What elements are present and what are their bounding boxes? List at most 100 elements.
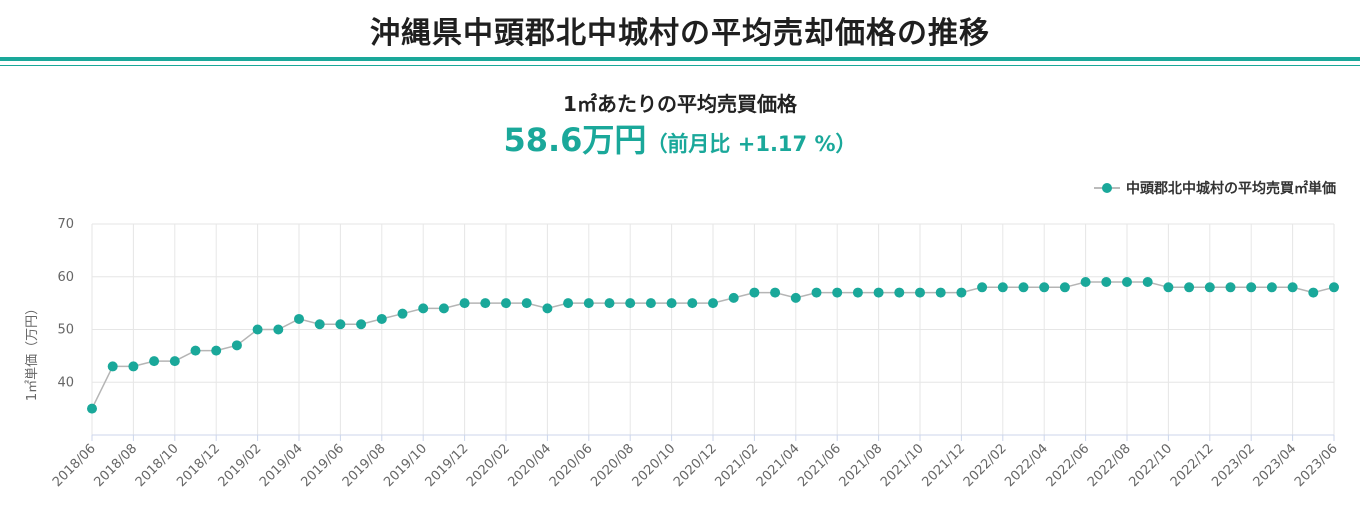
- average-price-value: 58.6万円: [503, 121, 647, 159]
- x-tick-label: 2022/10: [1126, 441, 1175, 490]
- data-point: [770, 287, 781, 298]
- x-tick-label: 2019/02: [216, 441, 265, 490]
- data-point: [790, 292, 801, 303]
- x-tick-label: 2021/06: [795, 441, 844, 490]
- grid-lines: [91, 223, 1335, 435]
- data-point: [1122, 277, 1132, 288]
- data-point: [1101, 277, 1112, 288]
- data-point: [314, 319, 325, 330]
- data-point: [728, 292, 739, 303]
- data-point: [1225, 282, 1236, 293]
- data-point: [852, 287, 863, 298]
- data-point: [252, 324, 263, 335]
- data-point: [915, 287, 925, 298]
- chart-legend[interactable]: 中頭郡北中城村の平均売買㎡単価: [1094, 178, 1336, 198]
- y-tick-label: 60: [57, 270, 74, 285]
- data-point: [231, 340, 242, 351]
- data-point: [1329, 282, 1339, 293]
- data-point: [604, 298, 615, 309]
- data-point: [542, 303, 553, 314]
- x-tick-label: 2020/04: [505, 441, 554, 490]
- data-point: [1204, 282, 1215, 293]
- x-tick-label: 2020/06: [547, 441, 596, 490]
- data-point: [1039, 282, 1050, 293]
- data-point: [956, 287, 967, 298]
- axes: 405060702018/062018/082018/102018/122019…: [50, 217, 1341, 490]
- data-point: [521, 298, 532, 309]
- data-point: [977, 282, 988, 293]
- data-point: [873, 287, 884, 298]
- x-tick-label: 2021/10: [878, 441, 927, 490]
- x-tick-label: 2022/04: [1002, 441, 1051, 490]
- legend-label: 中頭郡北中城村の平均売買㎡単価: [1126, 181, 1336, 197]
- data-point: [1018, 282, 1029, 293]
- y-tick-label: 70: [57, 217, 74, 232]
- data-point: [997, 282, 1008, 293]
- data-point: [687, 298, 698, 309]
- data-point: [894, 287, 905, 298]
- data-point: [625, 298, 636, 309]
- title-underline: [0, 57, 1360, 61]
- x-tick-label: 2020/08: [588, 441, 637, 490]
- x-tick-label: 2022/12: [1168, 441, 1217, 490]
- price-caption: 1㎡あたりの平均売買価格: [563, 92, 797, 116]
- y-axis-label: 1㎡単価（万円）: [24, 302, 40, 401]
- data-point: [811, 287, 822, 298]
- legend-marker-icon: [1094, 182, 1120, 194]
- data-point: [1308, 287, 1319, 298]
- x-tick-label: 2022/02: [961, 441, 1010, 490]
- x-tick-label: 2021/02: [712, 441, 761, 490]
- x-tick-label: 2020/12: [671, 441, 720, 490]
- data-point: [1080, 277, 1091, 288]
- data-point: [128, 361, 139, 372]
- data-point: [1266, 282, 1277, 293]
- data-point: [356, 319, 367, 330]
- data-point: [666, 298, 677, 309]
- data-point: [438, 303, 449, 314]
- data-point: [149, 356, 160, 367]
- price-summary: 58.6万円（前月比 +1.17 %）: [0, 115, 1360, 161]
- data-point: [1184, 282, 1195, 293]
- data-point: [480, 298, 491, 309]
- data-point: [501, 298, 511, 309]
- x-tick-label: 2019/10: [381, 441, 430, 490]
- y-tick-label: 50: [57, 323, 74, 338]
- data-point: [1287, 282, 1298, 293]
- x-tick-label: 2019/06: [298, 441, 347, 490]
- data-point: [832, 287, 843, 298]
- data-point: [335, 319, 346, 330]
- x-tick-label: 2022/06: [1044, 441, 1093, 490]
- data-point: [87, 403, 97, 414]
- data-point: [1163, 282, 1174, 293]
- data-point: [397, 308, 408, 319]
- month-over-month-change: （前月比 +1.17 %）: [646, 132, 857, 156]
- y-tick-label: 40: [57, 375, 74, 390]
- x-tick-label: 2018/06: [50, 441, 99, 490]
- x-tick-label: 2019/04: [257, 441, 306, 490]
- data-point: [1246, 282, 1257, 293]
- x-tick-label: 2019/12: [423, 441, 472, 490]
- data-point: [169, 356, 180, 367]
- x-tick-label: 2021/04: [754, 441, 803, 490]
- x-tick-label: 2018/12: [174, 441, 223, 490]
- data-point: [645, 298, 656, 309]
- x-tick-label: 2018/08: [91, 441, 140, 490]
- data-point: [708, 298, 718, 309]
- data-point: [376, 313, 387, 324]
- data-point: [211, 345, 222, 356]
- data-point: [563, 298, 574, 309]
- x-tick-label: 2023/02: [1209, 441, 1258, 490]
- x-tick-label: 2020/02: [464, 441, 513, 490]
- data-point: [294, 313, 304, 324]
- data-point: [273, 324, 284, 335]
- x-tick-label: 2022/08: [1085, 441, 1134, 490]
- data-point: [190, 345, 201, 356]
- data-point: [459, 298, 470, 309]
- data-point: [1142, 277, 1153, 288]
- x-tick-label: 2018/10: [133, 441, 182, 490]
- x-tick-label: 2021/12: [919, 441, 968, 490]
- x-tick-label: 2019/08: [340, 441, 389, 490]
- data-point: [749, 287, 760, 298]
- data-point: [583, 298, 594, 309]
